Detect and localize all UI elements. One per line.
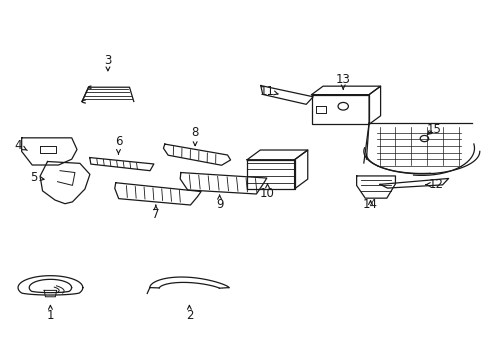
Text: 15: 15 (426, 123, 440, 136)
Text: 2: 2 (185, 305, 193, 322)
Text: 4: 4 (15, 139, 27, 152)
Text: 1: 1 (46, 305, 54, 322)
Text: 10: 10 (260, 184, 274, 200)
Text: 8: 8 (191, 126, 199, 145)
Text: 6: 6 (115, 135, 122, 154)
Text: 9: 9 (215, 195, 223, 211)
Text: 3: 3 (104, 54, 111, 71)
Text: 12: 12 (425, 178, 443, 191)
Text: 13: 13 (335, 73, 350, 89)
Text: 14: 14 (362, 198, 377, 211)
Text: 5: 5 (30, 171, 44, 184)
Text: 7: 7 (152, 205, 159, 221)
Text: 11: 11 (260, 85, 278, 98)
